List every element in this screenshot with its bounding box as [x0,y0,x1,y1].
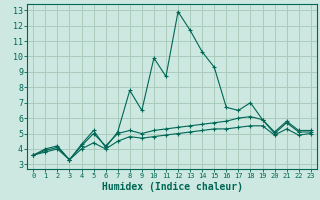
X-axis label: Humidex (Indice chaleur): Humidex (Indice chaleur) [101,182,243,192]
